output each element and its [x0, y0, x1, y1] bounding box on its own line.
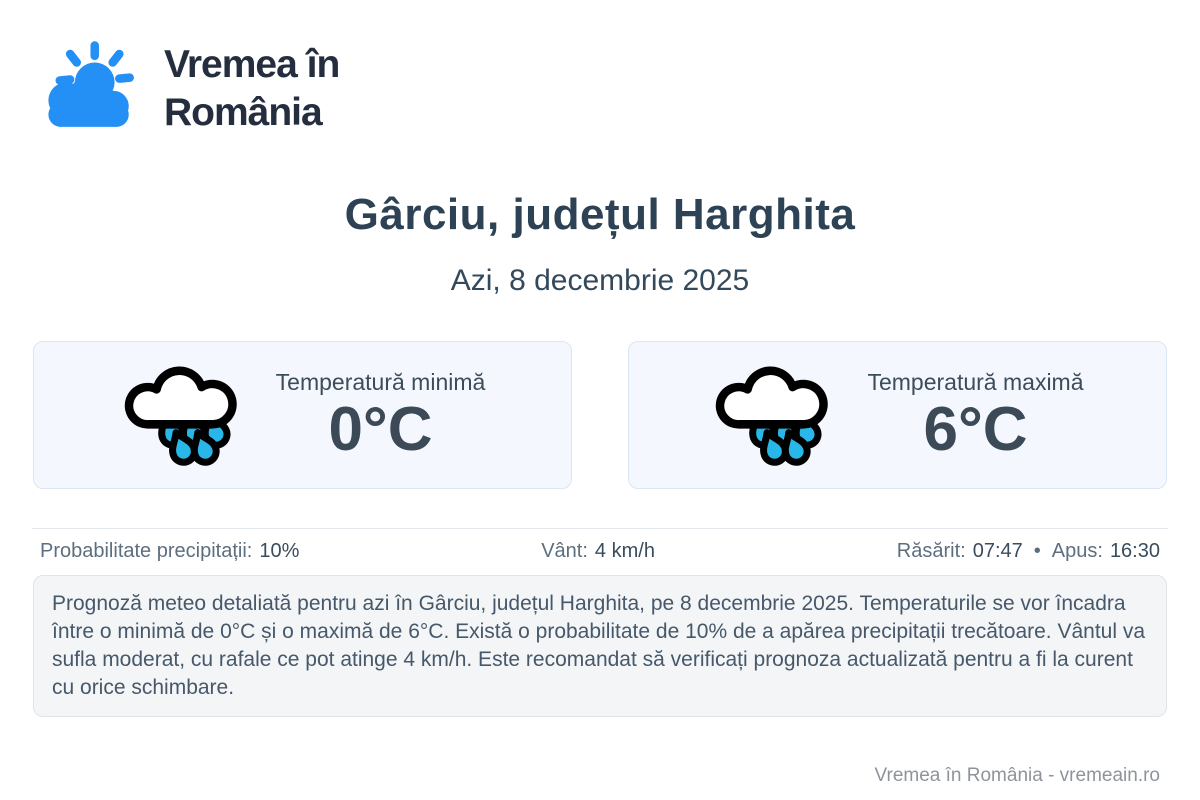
page-subtitle: Azi, 8 decembrie 2025 — [450, 264, 750, 297]
min-temperature-text: Temperatură minimă 0°C — [276, 369, 486, 461]
sunset-label: Apus: — [1051, 540, 1103, 562]
max-temperature-card: Temperatură maximă 6°C — [628, 341, 1167, 489]
bullet-separator: • — [1033, 540, 1041, 562]
weather-stats-row: Probabilitate precipitații: 10% Vânt: 4 … — [40, 540, 1160, 563]
site-logo: Vremea în România — [38, 36, 340, 142]
min-temperature-card: Temperatură minimă 0°C — [33, 341, 572, 489]
wind-value: 4 km/h — [594, 540, 655, 562]
rain-cloud-icon — [124, 366, 237, 466]
precipitation-stat: Probabilitate precipitații: 10% — [40, 540, 299, 563]
logo-line-1: Vremea în — [164, 43, 340, 87]
min-temperature-value: 0°C — [328, 394, 433, 464]
wind-stat: Vânt: 4 km/h — [541, 540, 655, 563]
precipitation-value: 10% — [259, 540, 300, 562]
site-logo-text: Vremea în România — [164, 41, 340, 137]
footer-credit: Vremea în România - vremeain.ro — [874, 765, 1160, 786]
stats-divider — [32, 528, 1168, 529]
min-temperature-label: Temperatură minimă — [275, 368, 486, 395]
max-temperature-value: 6°C — [923, 394, 1028, 464]
sunrise-value: 07:47 — [972, 540, 1023, 562]
sun-cloud-logo-icon — [48, 41, 134, 127]
precipitation-label: Probabilitate precipitații: — [40, 540, 253, 562]
wind-label: Vânt: — [541, 540, 588, 562]
forecast-description-box: Prognoză meteo detaliată pentru azi în G… — [33, 575, 1167, 717]
logo-line-2: România — [164, 91, 323, 134]
rain-cloud-icon — [716, 366, 829, 466]
sunset-value: 16:30 — [1109, 540, 1160, 562]
sunrise-label: Răsărit: — [896, 540, 966, 562]
forecast-text: Prognoză meteo detaliată pentru azi în G… — [52, 592, 1146, 699]
temperature-cards: Temperatură minimă 0°C Temperatură maxim… — [33, 341, 1167, 489]
sun-times-stat: Răsărit: 07:47 • Apus: 16:30 — [897, 540, 1160, 563]
page-title: Gârciu, județul Harghita — [344, 190, 856, 239]
max-temperature-label: Temperatură maximă — [867, 368, 1084, 395]
max-temperature-text: Temperatură maximă 6°C — [867, 369, 1083, 461]
